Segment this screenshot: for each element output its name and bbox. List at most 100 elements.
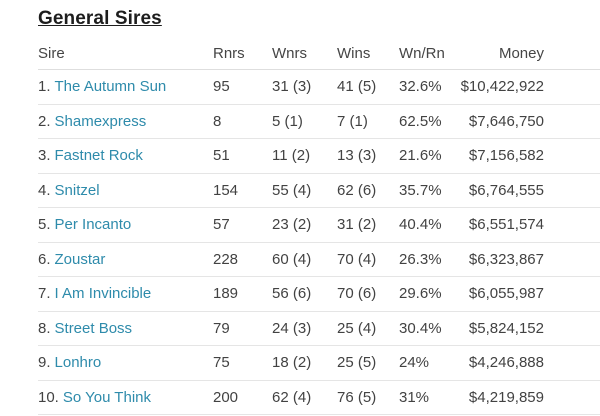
rank-label: 6. [38,250,51,268]
wnrs-cell: 18 (2) [272,345,337,381]
rnrs-cell: 200 [213,380,272,415]
table-row: 9. Lonhro 75 18 (2) 25 (5) 24% $4,246,888 [38,345,600,381]
rnrs-cell: 8 [213,104,272,139]
rnrs-cell: 95 [213,69,272,105]
sire-link[interactable]: I Am Invincible [54,285,152,302]
column-header-money: Money [460,41,600,70]
table-row: 4. Snitzel 154 55 (4) 62 (6) 35.7% $6,764… [38,173,600,208]
sire-link[interactable]: Street Boss [54,319,133,337]
wins-cell: 76 (5) [337,380,399,415]
wins-cell: 7 (1) [337,104,399,139]
wins-cell: 25 (5) [337,345,399,381]
wnrn-cell: 30.4% [399,311,460,346]
rnrs-cell: 75 [213,345,272,381]
money-cell: $7,646,750 [460,104,600,139]
wins-cell: 70 (6) [337,276,399,312]
table-row: 1. The Autumn Sun 95 31 (3) 41 (5) 32.6% … [38,69,600,105]
sire-link[interactable]: Zoustar [54,250,106,268]
money-cell: $6,764,555 [460,173,600,208]
wnrn-cell: 40.4% [399,207,460,243]
wnrs-cell: 5 (1) [272,104,337,139]
sire-cell: 6. Zoustar [38,242,213,277]
sire-cell: 10. So You Think [38,380,213,415]
rank-label: 10. [38,388,59,406]
wnrn-cell: 35.7% [399,173,460,208]
sire-link[interactable]: Lonhro [54,354,102,371]
column-header-wnrn: Wn/Rn [399,41,460,70]
sire-cell: 4. Snitzel [38,173,213,208]
wins-cell: 13 (3) [337,138,399,174]
sire-link[interactable]: The Autumn Sun [54,78,167,95]
table-row: 10. So You Think 200 62 (4) 76 (5) 31% $4… [38,380,600,415]
table-row: 7. I Am Invincible 189 56 (6) 70 (6) 29.6… [38,276,600,312]
column-header-sire: Sire [38,41,213,70]
wnrs-cell: 31 (3) [272,69,337,105]
rnrs-cell: 51 [213,138,272,174]
wnrn-cell: 21.6% [399,138,460,174]
rnrs-cell: 228 [213,242,272,277]
money-cell: $6,055,987 [460,276,600,312]
sire-cell: 1. The Autumn Sun [38,69,213,105]
wnrs-cell: 62 (4) [272,380,337,415]
sire-cell: 8. Street Boss [38,311,213,346]
page-title[interactable]: General Sires [38,8,162,29]
rank-label: 2. [38,112,51,130]
money-cell: $6,551,574 [460,207,600,243]
table-row: 6. Zoustar 228 60 (4) 70 (4) 26.3% $6,323… [38,242,600,277]
column-header-wins: Wins [337,41,399,70]
table-body: 1. The Autumn Sun 95 31 (3) 41 (5) 32.6% … [38,69,600,415]
money-cell: $10,422,922 [460,69,600,105]
wnrn-cell: 26.3% [399,242,460,277]
wnrn-cell: 32.6% [399,69,460,105]
wins-cell: 62 (6) [337,173,399,208]
rnrs-cell: 57 [213,207,272,243]
sire-cell: 5. Per Incanto [38,207,213,243]
rnrs-cell: 79 [213,311,272,346]
wnrs-cell: 55 (4) [272,173,337,208]
wnrs-cell: 24 (3) [272,311,337,346]
table-row: 2. Shamexpress 8 5 (1) 7 (1) 62.5% $7,646… [38,104,600,139]
rank-label: 1. [38,78,51,95]
money-cell: $4,246,888 [460,345,600,381]
header-row: Sire Rnrs Wnrs Wins Wn/Rn Money [38,41,600,70]
rank-label: 3. [38,147,51,164]
sire-link[interactable]: Shamexpress [54,112,147,130]
sire-link[interactable]: Snitzel [54,181,100,199]
money-cell: $5,824,152 [460,311,600,346]
sire-link[interactable]: Fastnet Rock [54,147,143,164]
rank-label: 7. [38,285,51,302]
rnrs-cell: 154 [213,173,272,208]
wnrn-cell: 29.6% [399,276,460,312]
wnrs-cell: 23 (2) [272,207,337,243]
money-cell: $7,156,582 [460,138,600,174]
sires-table: Sire Rnrs Wnrs Wins Wn/Rn Money 1. The Au… [38,41,600,415]
sire-link[interactable]: So You Think [62,388,151,406]
wnrs-cell: 60 (4) [272,242,337,277]
rank-label: 9. [38,354,51,371]
wnrs-cell: 11 (2) [272,138,337,174]
sire-cell: 3. Fastnet Rock [38,138,213,174]
table-row: 3. Fastnet Rock 51 11 (2) 13 (3) 21.6% $7… [38,138,600,174]
column-header-wnrs: Wnrs [272,41,337,70]
rank-label: 4. [38,181,51,199]
wins-cell: 25 (4) [337,311,399,346]
money-cell: $4,219,859 [460,380,600,415]
table-row: 5. Per Incanto 57 23 (2) 31 (2) 40.4% $6,… [38,207,600,243]
wnrs-cell: 56 (6) [272,276,337,312]
sire-cell: 7. I Am Invincible [38,276,213,312]
column-header-rnrs: Rnrs [213,41,272,70]
wins-cell: 41 (5) [337,69,399,105]
rnrs-cell: 189 [213,276,272,312]
wins-cell: 70 (4) [337,242,399,277]
rank-label: 8. [38,319,51,337]
sire-cell: 9. Lonhro [38,345,213,381]
sire-link[interactable]: Per Incanto [54,216,132,233]
table-row: 8. Street Boss 79 24 (3) 25 (4) 30.4% $5,… [38,311,600,346]
wins-cell: 31 (2) [337,207,399,243]
table-header: Sire Rnrs Wnrs Wins Wn/Rn Money [38,41,600,70]
wnrn-cell: 24% [399,345,460,381]
rank-label: 5. [38,216,51,233]
wnrn-cell: 62.5% [399,104,460,139]
wnrn-cell: 31% [399,380,460,415]
